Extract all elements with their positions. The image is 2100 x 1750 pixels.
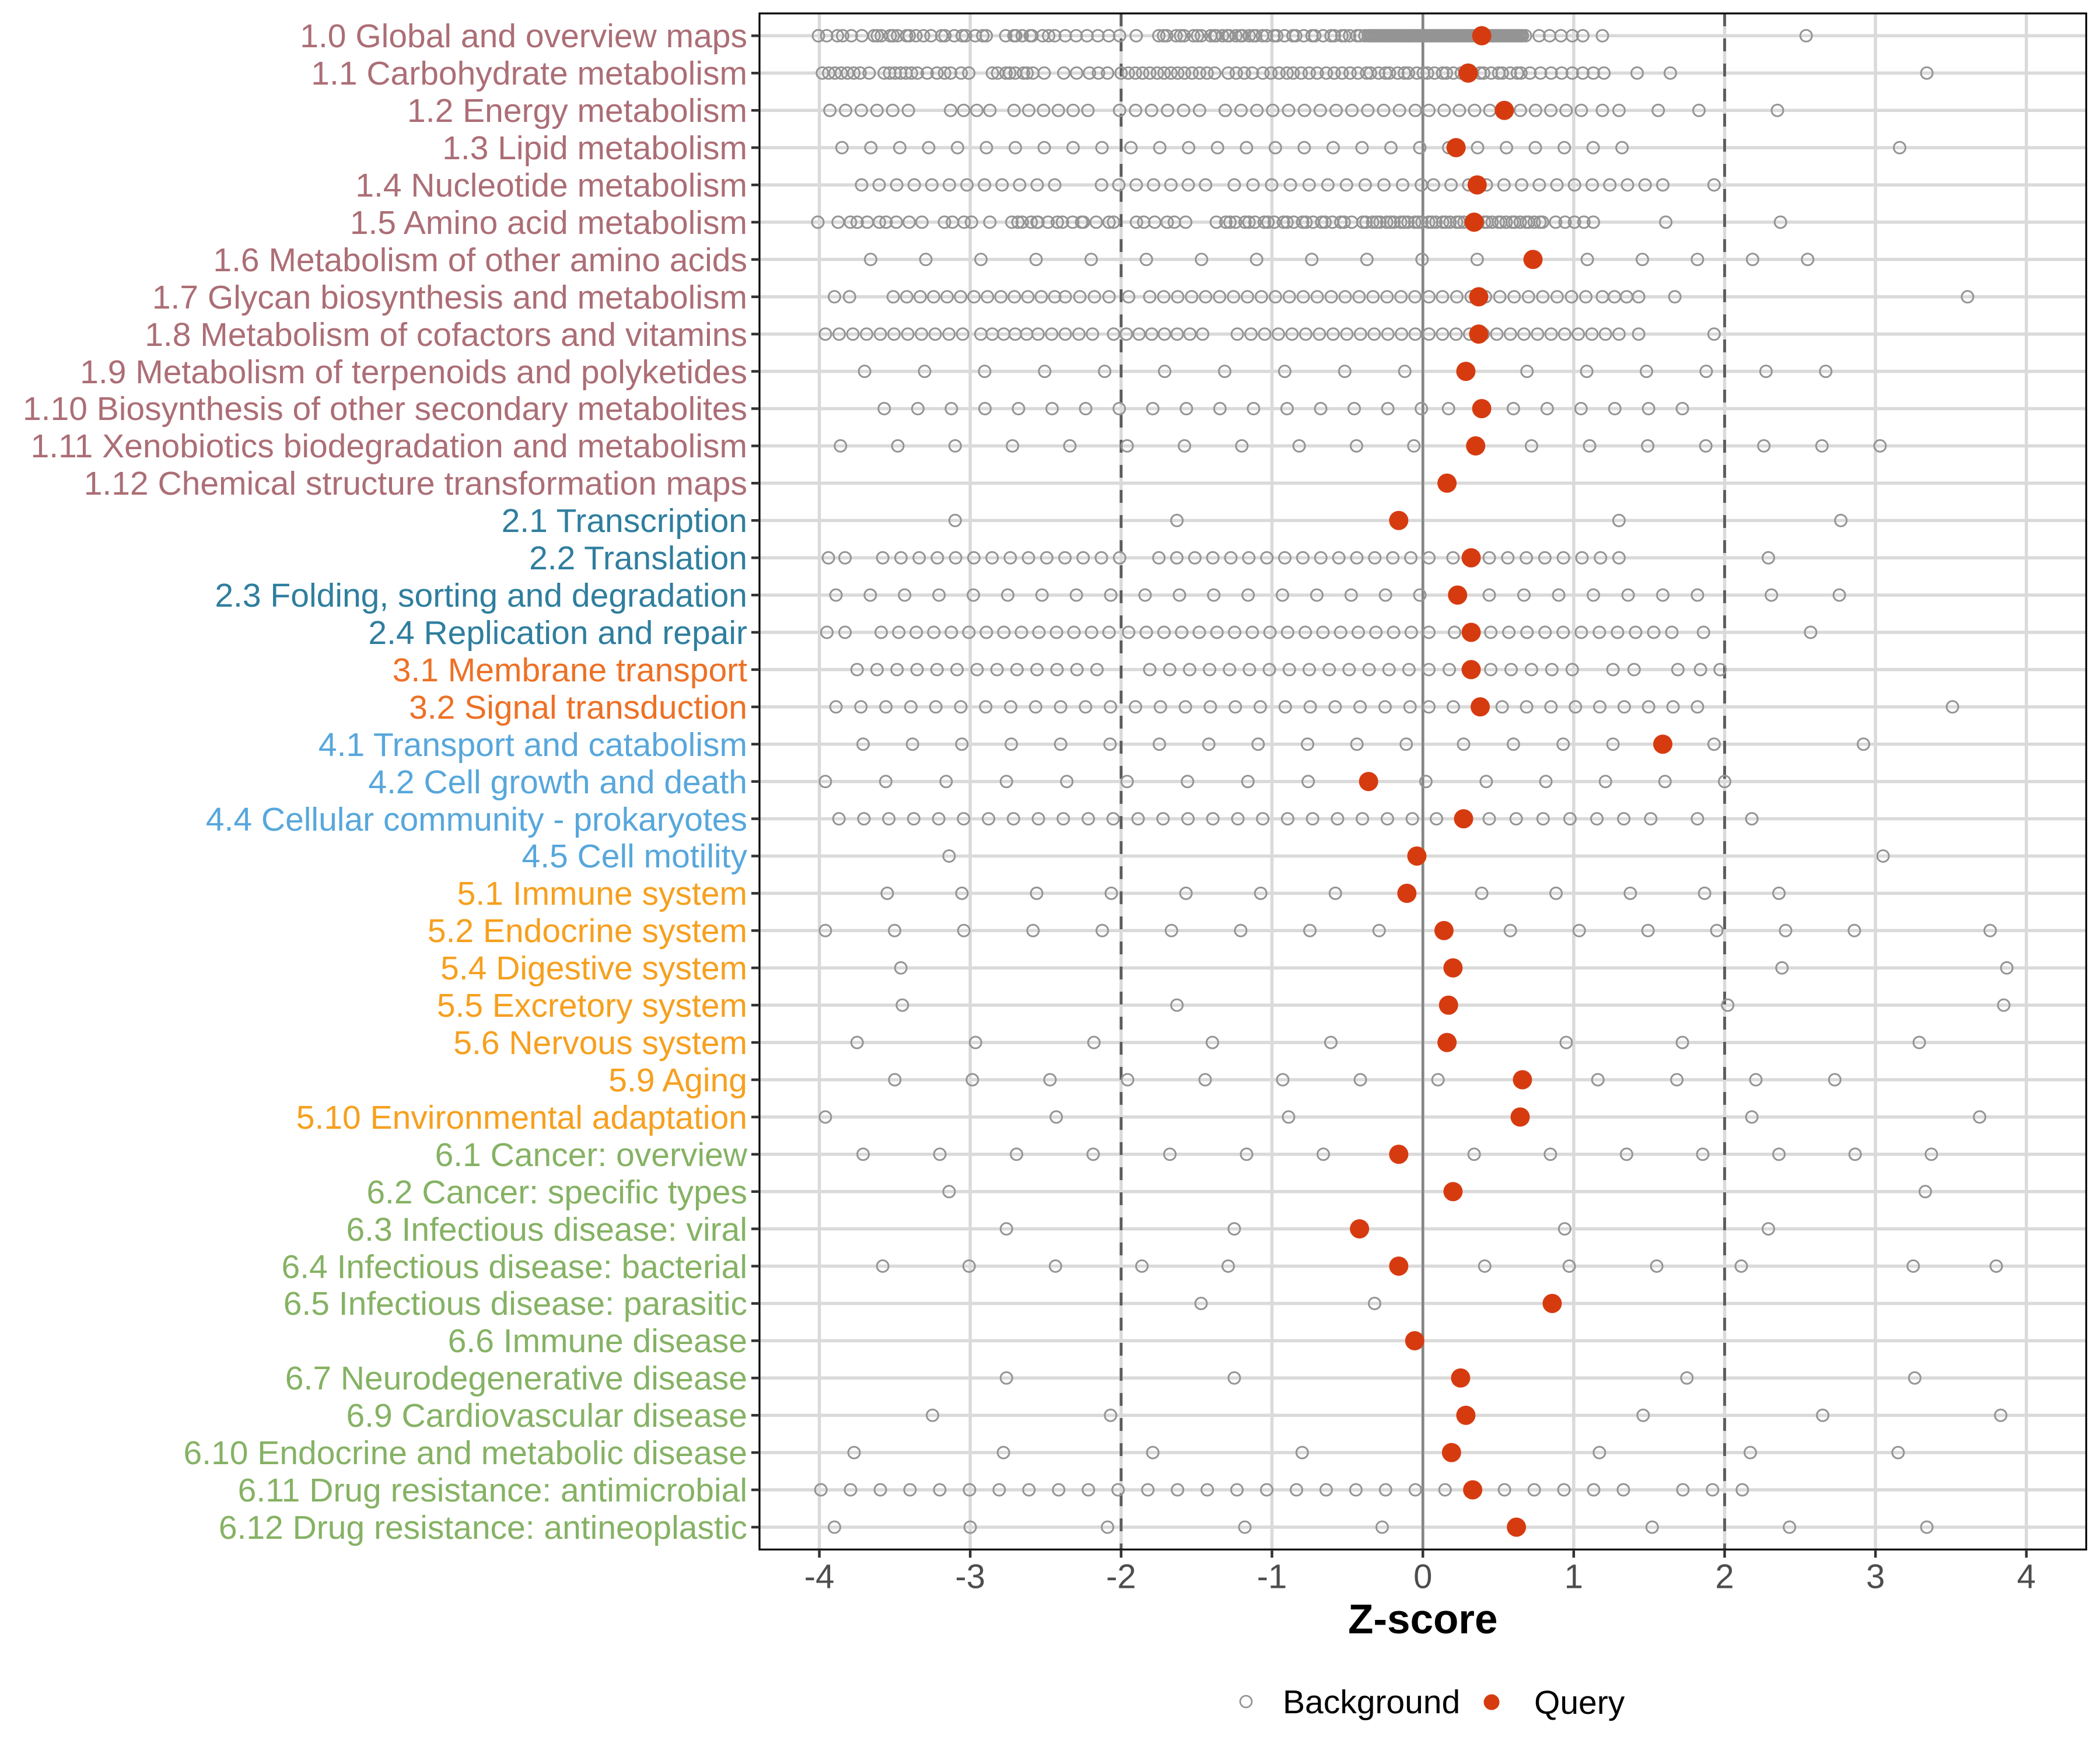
svg-text:1: 1 xyxy=(1564,1558,1583,1595)
svg-text:1.10 Biosynthesis of other sec: 1.10 Biosynthesis of other secondary met… xyxy=(23,390,747,428)
svg-text:6.7 Neurodegenerative disease: 6.7 Neurodegenerative disease xyxy=(285,1360,747,1397)
svg-text:-2: -2 xyxy=(1106,1558,1136,1595)
svg-text:5.1 Immune system: 5.1 Immune system xyxy=(457,875,747,912)
svg-text:1.6 Metabolism of other amino: 1.6 Metabolism of other amino acids xyxy=(213,242,747,279)
svg-text:2.2 Translation: 2.2 Translation xyxy=(529,540,747,577)
svg-text:2.3 Folding, sorting and degra: 2.3 Folding, sorting and degradation xyxy=(215,577,747,614)
svg-text:6.4 Infectious disease: bacter: 6.4 Infectious disease: bacterial xyxy=(282,1248,747,1286)
svg-text:-1: -1 xyxy=(1257,1558,1287,1595)
svg-text:0: 0 xyxy=(1413,1558,1432,1595)
svg-text:4: 4 xyxy=(2017,1558,2036,1595)
svg-text:1.7 Glycan biosynthesis and me: 1.7 Glycan biosynthesis and metabolism xyxy=(152,279,747,316)
svg-text:Z-score: Z-score xyxy=(1348,1597,1497,1643)
svg-text:-3: -3 xyxy=(955,1558,985,1595)
svg-text:1.12 Chemical structure transf: 1.12 Chemical structure transformation m… xyxy=(84,465,747,502)
svg-text:5.5 Excretory system: 5.5 Excretory system xyxy=(437,987,747,1024)
svg-text:Query: Query xyxy=(1534,1684,1625,1721)
svg-text:4.2 Cell growth and death: 4.2 Cell growth and death xyxy=(368,764,747,801)
svg-text:3.1 Membrane transport: 3.1 Membrane transport xyxy=(393,652,747,689)
svg-text:-4: -4 xyxy=(804,1558,835,1595)
svg-text:1.1 Carbohydrate metabolism: 1.1 Carbohydrate metabolism xyxy=(311,55,747,92)
svg-text:5.6 Nervous system: 5.6 Nervous system xyxy=(453,1024,747,1062)
svg-text:Background: Background xyxy=(1283,1684,1460,1721)
svg-text:5.9 Aging: 5.9 Aging xyxy=(608,1062,747,1099)
svg-text:6.2 Cancer: specific types: 6.2 Cancer: specific types xyxy=(366,1174,747,1211)
svg-text:6.11 Drug resistance: antimicr: 6.11 Drug resistance: antimicrobial xyxy=(238,1472,747,1509)
svg-text:6.5 Infectious disease: parasi: 6.5 Infectious disease: parasitic xyxy=(284,1285,747,1322)
svg-text:1.11 Xenobiotics biodegradatio: 1.11 Xenobiotics biodegradation and meta… xyxy=(31,428,747,465)
svg-text:5.10 Environmental adaptation: 5.10 Environmental adaptation xyxy=(296,1099,747,1136)
svg-text:6.9 Cardiovascular disease: 6.9 Cardiovascular disease xyxy=(346,1397,747,1434)
svg-text:1.4 Nucleotide metabolism: 1.4 Nucleotide metabolism xyxy=(355,167,747,204)
svg-text:1.3 Lipid metabolism: 1.3 Lipid metabolism xyxy=(442,130,747,167)
svg-text:6.6 Immune disease: 6.6 Immune disease xyxy=(448,1322,747,1360)
svg-text:4.1 Transport and catabolism: 4.1 Transport and catabolism xyxy=(318,726,747,764)
svg-text:6.1 Cancer: overview: 6.1 Cancer: overview xyxy=(435,1136,748,1174)
svg-text:1.8 Metabolism of cofactors an: 1.8 Metabolism of cofactors and vitamins xyxy=(145,316,747,354)
svg-text:3: 3 xyxy=(1866,1558,1885,1595)
svg-text:6.10 Endocrine and metabolic d: 6.10 Endocrine and metabolic disease xyxy=(184,1434,747,1472)
svg-text:4.4 Cellular community - proka: 4.4 Cellular community - prokaryotes xyxy=(206,801,747,838)
svg-text:1.2 Energy metabolism: 1.2 Energy metabolism xyxy=(407,92,747,130)
svg-text:3.2 Signal transduction: 3.2 Signal transduction xyxy=(409,689,747,726)
svg-text:1.0 Global and overview maps: 1.0 Global and overview maps xyxy=(300,18,747,55)
svg-text:5.2 Endocrine system: 5.2 Endocrine system xyxy=(428,912,747,950)
svg-text:4.5 Cell motility: 4.5 Cell motility xyxy=(522,838,748,875)
svg-text:2.1 Transcription: 2.1 Transcription xyxy=(502,502,747,540)
svg-text:5.4 Digestive system: 5.4 Digestive system xyxy=(440,950,747,987)
svg-text:1.9 Metabolism of terpenoids a: 1.9 Metabolism of terpenoids and polyket… xyxy=(80,354,747,391)
svg-text:6.12 Drug resistance: antineop: 6.12 Drug resistance: antineoplastic xyxy=(219,1509,747,1546)
svg-text:2.4 Replication and repair: 2.4 Replication and repair xyxy=(368,614,747,652)
svg-text:6.3 Infectious disease: viral: 6.3 Infectious disease: viral xyxy=(346,1211,747,1248)
svg-text:2: 2 xyxy=(1715,1558,1734,1595)
svg-text:1.5 Amino acid metabolism: 1.5 Amino acid metabolism xyxy=(350,204,747,242)
